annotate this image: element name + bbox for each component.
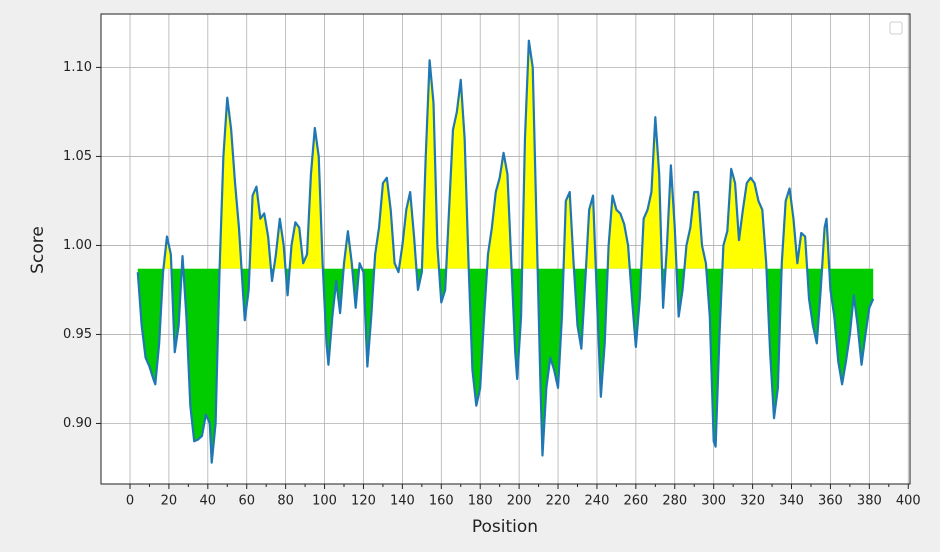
axes-frame	[100, 13, 911, 485]
x-tick-label: 300	[701, 494, 726, 509]
line	[136, 39, 875, 464]
x-tick-label: 220	[546, 494, 571, 509]
x-tick-label: 0	[126, 494, 134, 509]
x-tick-label: 280	[662, 494, 687, 509]
x-tick-label: 100	[312, 494, 337, 509]
x-tick-label: 340	[779, 494, 804, 509]
x-tick-label: 140	[390, 494, 415, 509]
y-tick-label: 0.95	[63, 327, 92, 342]
y-axis-label: Score	[28, 226, 48, 274]
x-tick-label: 40	[200, 494, 217, 509]
x-tick-label: 20	[161, 494, 178, 509]
x-tick-label: 380	[857, 494, 882, 509]
x-axis-label: Position	[472, 517, 538, 537]
x-tick-label: 360	[818, 494, 843, 509]
x-tick-label: 240	[585, 494, 610, 509]
x-tick-label: 320	[740, 494, 765, 509]
fill-above	[163, 40, 830, 269]
y-tick-label: 1.05	[63, 149, 92, 164]
y-tick-label: 1.10	[63, 60, 92, 75]
x-tick-label: 260	[623, 494, 648, 509]
y-tick-label: 0.90	[63, 416, 92, 431]
y-tick-label: 1.00	[63, 238, 92, 253]
x-tick-label: 200	[507, 494, 532, 509]
x-tick-label: 400	[896, 494, 921, 509]
x-tick-label: 60	[238, 494, 255, 509]
x-tick-label: 160	[429, 494, 454, 509]
legend-box	[889, 21, 903, 35]
x-tick-label: 180	[468, 494, 493, 509]
x-tick-label: 80	[277, 494, 294, 509]
x-tick-label: 120	[351, 494, 376, 509]
